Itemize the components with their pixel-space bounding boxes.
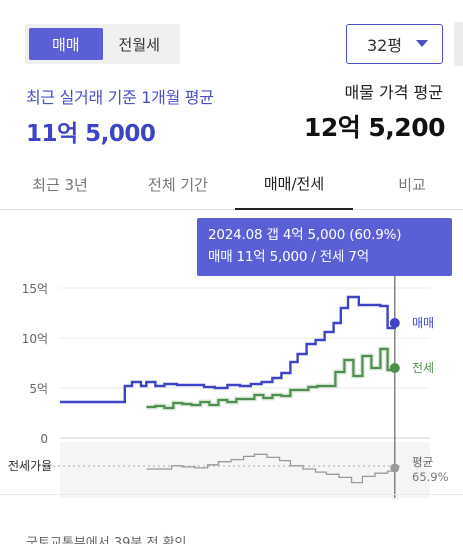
ratio-end-label: 평균 [412, 455, 433, 469]
listing-price-value: 12억 5,200 [303, 113, 446, 142]
ratio-line [146, 453, 396, 484]
tab-compare[interactable]: 비교 [398, 175, 426, 194]
ratio-band-label: 전세가율 [8, 459, 52, 473]
trade-type-toggle: 매매 전월세 [25, 24, 180, 64]
trade-type-sale-button[interactable]: 매매 [29, 28, 103, 60]
chart-grid [60, 287, 430, 439]
ratio-band [8, 442, 430, 498]
ratio-end-point [390, 463, 400, 473]
chart-tooltip: 2024.08 갭 4억 5,000 (60.9%) 매매 11억 5,000 … [197, 218, 452, 276]
chart-series [60, 276, 400, 498]
jeonse-line [146, 347, 396, 410]
ratio-band-bg [60, 442, 430, 498]
jeonse-range-shadow [146, 346, 398, 411]
chevron-down-icon [416, 40, 428, 47]
ratio-end-value: 65.9% [412, 470, 449, 484]
y-tick-label: 15억 [22, 282, 48, 296]
source-note: 국토교통부에서 39분 전 확인 [26, 536, 187, 544]
period-tabs: 최근 3년 전체 기간 매매/전세 비교 [0, 158, 463, 210]
recent-trade-label: 최근 실거래 기준 1개월 평균 [26, 88, 214, 107]
chart-labels: 15억10억5억0전세가율200820102012201420162018202… [8, 282, 449, 484]
jeonse-end-point [389, 363, 400, 373]
divider [0, 494, 463, 495]
sale-end-point [389, 318, 400, 328]
sale-end-label: 매매 [412, 316, 434, 330]
tab-recent-3y[interactable]: 최근 3년 [32, 175, 88, 194]
y-tick-label: 10억 [22, 332, 48, 346]
y-tick-label: 0 [40, 432, 48, 446]
area-size-select[interactable]: 32평 [346, 24, 443, 64]
tab-all-period[interactable]: 전체 기간 [148, 175, 208, 194]
price-chart[interactable]: 15억10억5억0전세가율200820102012201420162018202… [0, 210, 463, 500]
trade-type-rent-button[interactable]: 전월세 [118, 35, 160, 54]
tooltip-gap-line: 2024.08 갭 4억 5,000 (60.9%) [208, 227, 402, 243]
jeonse-end-label: 전세 [412, 361, 434, 375]
y-tick-label: 5억 [29, 382, 48, 396]
listing-price-label: 매물 가격 평균 [344, 83, 444, 102]
side-panel-edge [454, 22, 463, 66]
area-size-value: 32평 [367, 36, 403, 55]
sale-line [60, 295, 396, 404]
tooltip-price-line: 매매 11억 5,000 / 전세 7억 [208, 249, 369, 265]
tab-sale-jeonse[interactable]: 매매/전세 [235, 158, 353, 210]
recent-trade-value: 11억 5,000 [26, 121, 156, 147]
